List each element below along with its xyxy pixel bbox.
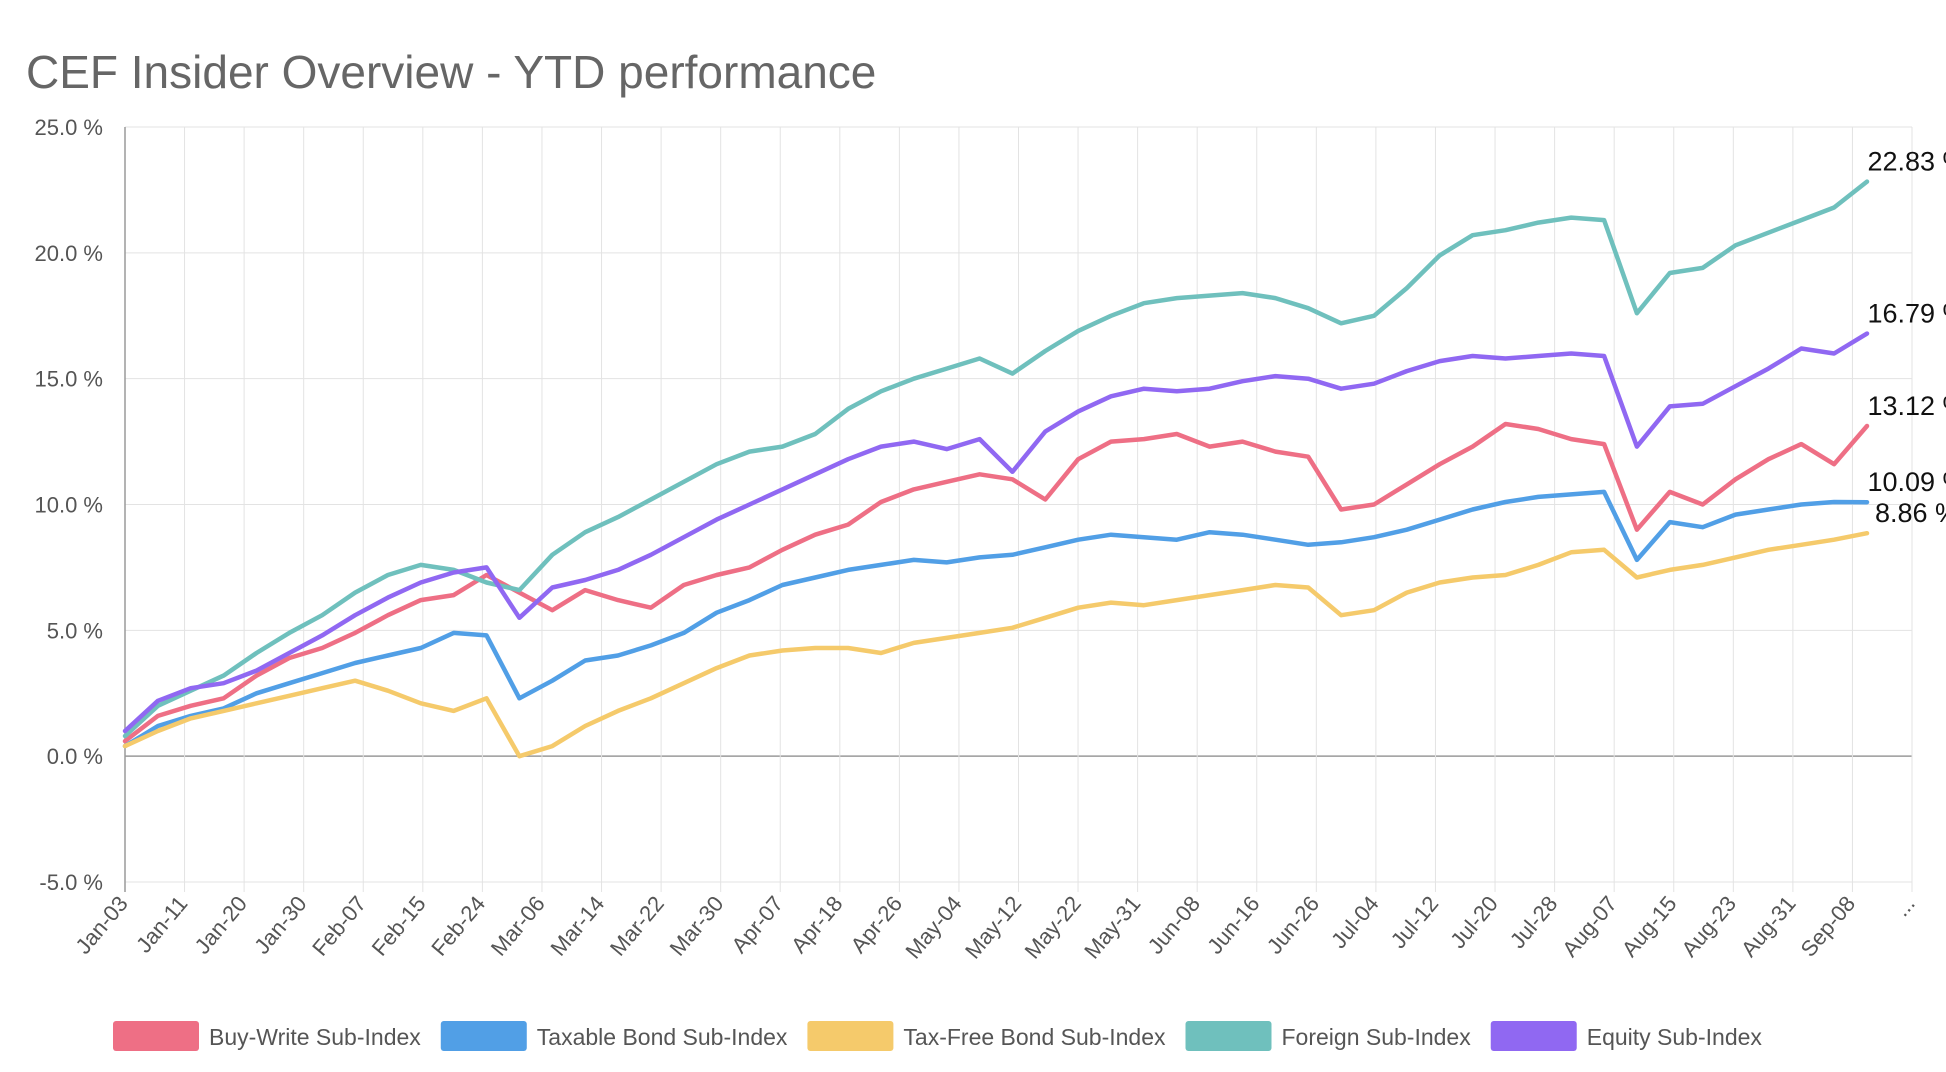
x-tick-label: Feb-15 (367, 891, 431, 960)
x-tick-label: Apr-18 (786, 891, 848, 958)
y-tick-label: -5.0 % (39, 870, 103, 895)
x-tick-label: Aug-15 (1617, 891, 1682, 961)
series-line-tax-free-bond-sub-index (122, 530, 1870, 759)
legend-item[interactable]: Taxable Bond Sub-Index (440, 1021, 788, 1051)
x-tick-label: Jan-03 (70, 891, 132, 959)
legend-label: Equity Sub-Index (1587, 1024, 1763, 1050)
axis-layer: 25.0 % 20.0 % 15.0 % 10.0 % 5.0 % 0.0 % -5.0 %… (35, 115, 1920, 963)
x-tick-label: Mar-14 (545, 891, 609, 960)
legend-swatch (1185, 1021, 1272, 1051)
x-tick-label: Jan-20 (190, 891, 252, 959)
x-tick-label: Feb-07 (307, 891, 371, 960)
end-value-label: 22.83 % (1867, 147, 1946, 177)
y-tick-label: 20.0 % (35, 241, 104, 266)
end-value-label: 10.09 % (1867, 467, 1946, 497)
chart-title: CEF Insider Overview - YTD performance (26, 46, 876, 98)
legend-swatch (1490, 1021, 1577, 1051)
y-tick-label: 0.0 % (47, 744, 103, 769)
legend-item[interactable]: Equity Sub-Index (1490, 1021, 1763, 1051)
y-tick-label: 15.0 % (35, 367, 104, 392)
x-tick-label: Aug-23 (1676, 891, 1741, 961)
legend-swatch (113, 1021, 199, 1051)
x-tick-label: May-04 (900, 891, 966, 963)
legend-item[interactable]: Buy-Write Sub-Index (113, 1021, 421, 1051)
y-tick-label: 10.0 % (35, 493, 104, 518)
x-tick-label: May-12 (960, 891, 1026, 963)
legend-swatch (807, 1021, 894, 1051)
y-tick-label: 25.0 % (35, 115, 104, 140)
x-tick-label: ... (1889, 891, 1920, 921)
legend[interactable]: Buy-Write Sub-Index Taxable Bond Sub-Inde… (113, 1021, 1762, 1051)
x-tick-label: Jan-30 (249, 891, 311, 959)
legend-label: Taxable Bond Sub-Index (537, 1024, 788, 1050)
series-layer (122, 179, 1870, 759)
legend-label: Tax-Free Bond Sub-Index (903, 1024, 1166, 1050)
end-value-label: 13.12 % (1867, 391, 1946, 421)
x-tick-label: May-31 (1079, 891, 1145, 963)
series-line-buy-write-sub-index (122, 421, 1870, 744)
x-tick-label: Mar-30 (665, 891, 729, 960)
x-tick-label: Jul-12 (1386, 891, 1444, 953)
legend-label: Buy-Write Sub-Index (209, 1024, 421, 1050)
x-tick-label: Aug-07 (1557, 891, 1622, 961)
x-tick-label: Apr-07 (726, 891, 788, 958)
y-tick-label: 5.0 % (47, 618, 103, 643)
x-tick-label: Aug-31 (1736, 891, 1801, 961)
x-tick-label: Jul-04 (1326, 891, 1384, 953)
x-tick-label: Feb-24 (426, 891, 490, 960)
x-tick-label: Jun-16 (1202, 891, 1264, 959)
grid-layer (124, 126, 1913, 892)
x-tick-label: Jul-20 (1445, 891, 1503, 953)
x-tick-label: May-22 (1020, 891, 1086, 963)
series-line-taxable-bond-sub-index (122, 489, 1870, 749)
x-tick-label: Jul-28 (1505, 891, 1563, 953)
legend-label: Foreign Sub-Index (1282, 1024, 1472, 1050)
series-line-foreign-sub-index (122, 179, 1870, 739)
end-label-layer: 22.83 % 16.79 % 13.12 % 10.09 %8.86 % (1867, 147, 1946, 529)
x-tick-label: Mar-22 (605, 891, 669, 960)
legend-item[interactable]: Tax-Free Bond Sub-Index (807, 1021, 1166, 1051)
x-tick-label: Apr-26 (846, 891, 908, 958)
x-tick-label: Mar-06 (486, 891, 550, 960)
legend-item[interactable]: Foreign Sub-Index (1185, 1021, 1472, 1051)
x-tick-label: Jun-26 (1262, 891, 1324, 959)
x-tick-label: Sep-08 (1796, 891, 1861, 961)
x-tick-label: Jun-08 (1143, 891, 1205, 959)
end-value-label: 16.79 % (1867, 299, 1946, 329)
x-tick-label: Jan-11 (131, 891, 192, 957)
legend-swatch (440, 1021, 527, 1051)
end-value-label: 8.86 % (1875, 498, 1946, 528)
series-line-equity-sub-index (122, 331, 1870, 734)
